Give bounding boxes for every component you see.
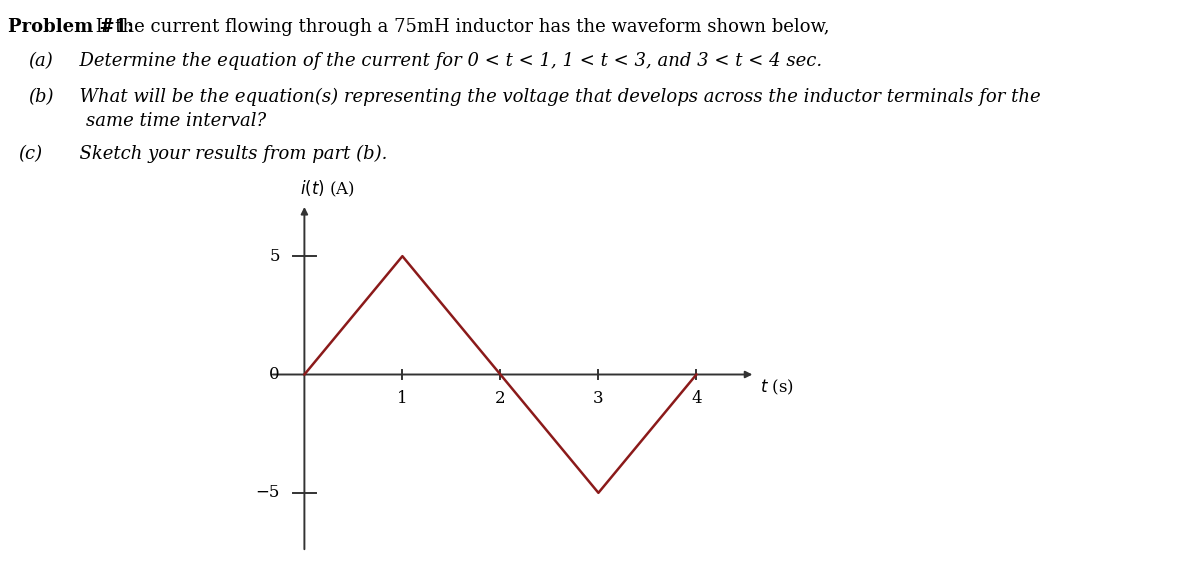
Text: (a): (a) <box>28 52 53 70</box>
Text: −5: −5 <box>256 484 280 501</box>
Text: 3: 3 <box>593 390 604 407</box>
Text: (b): (b) <box>28 88 54 106</box>
Text: 1: 1 <box>397 390 408 407</box>
Text: (c): (c) <box>18 145 42 163</box>
Text: Problem #1:: Problem #1: <box>8 18 133 36</box>
Text: 0: 0 <box>269 366 280 383</box>
Text: 4: 4 <box>691 390 702 407</box>
Text: 5: 5 <box>269 248 280 265</box>
Text: What will be the equation(s) representing the voltage that develops across the i: What will be the equation(s) representin… <box>68 88 1040 106</box>
Text: If the current flowing through a 75mH inductor has the waveform shown below,: If the current flowing through a 75mH in… <box>90 18 829 36</box>
Text: 2: 2 <box>496 390 505 407</box>
Text: Determine the equation of the current for 0 < t < 1, 1 < t < 3, and 3 < t < 4 se: Determine the equation of the current fo… <box>68 52 822 70</box>
Text: $t$ (s): $t$ (s) <box>760 378 794 398</box>
Text: $i(t)$ (A): $i(t)$ (A) <box>300 179 354 200</box>
Text: same time interval?: same time interval? <box>86 112 266 130</box>
Text: Sketch your results from part (b).: Sketch your results from part (b). <box>68 145 388 163</box>
